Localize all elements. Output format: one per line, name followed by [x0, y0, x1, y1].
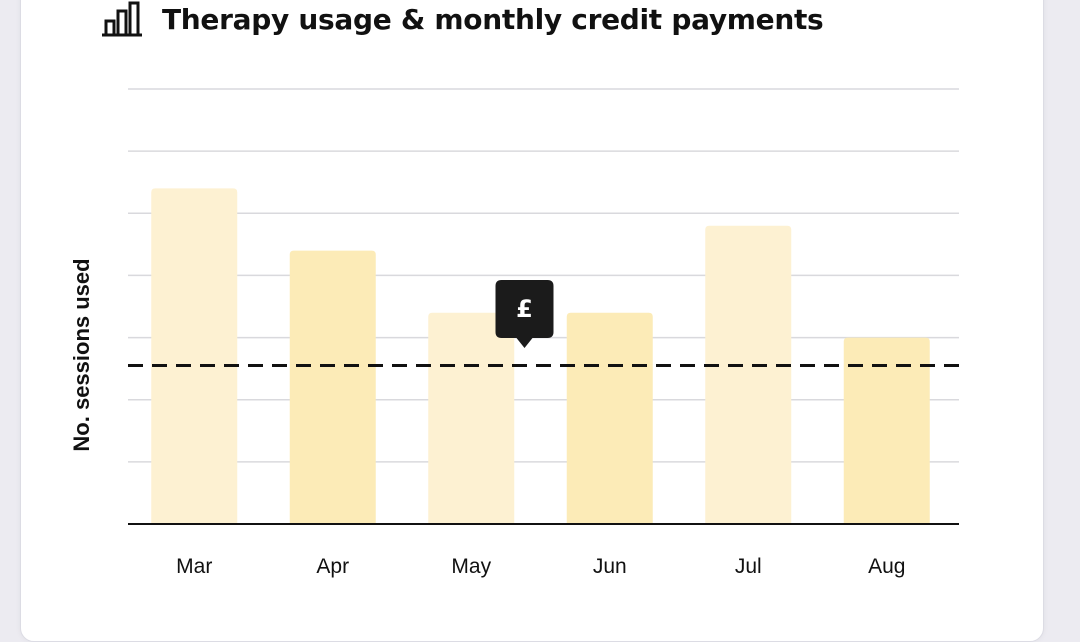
- tooltip: [495, 280, 554, 348]
- tooltip-label: £: [516, 295, 533, 323]
- bar-chart-icon: [102, 1, 142, 37]
- x-tick-label: Aug: [868, 555, 905, 578]
- x-tick-label: Jul: [735, 555, 762, 578]
- chart-title: Therapy usage & monthly credit payments: [162, 2, 824, 36]
- bar-aug: [843, 337, 930, 524]
- x-tick-label: Mar: [176, 555, 212, 578]
- bar-apr: [289, 250, 376, 525]
- x-tick-label: May: [451, 555, 491, 578]
- bar-mar: [151, 188, 238, 524]
- x-tick-label: Apr: [316, 555, 349, 578]
- bar-jul: [705, 225, 792, 524]
- bar-jun: [566, 312, 653, 524]
- bar-chart: Mar Apr May Jun Jul Aug £: [128, 88, 959, 578]
- chart-header: Therapy usage & monthly credit payments: [100, 0, 824, 38]
- x-tick-label: Jun: [593, 555, 627, 578]
- bar-may: [428, 312, 515, 524]
